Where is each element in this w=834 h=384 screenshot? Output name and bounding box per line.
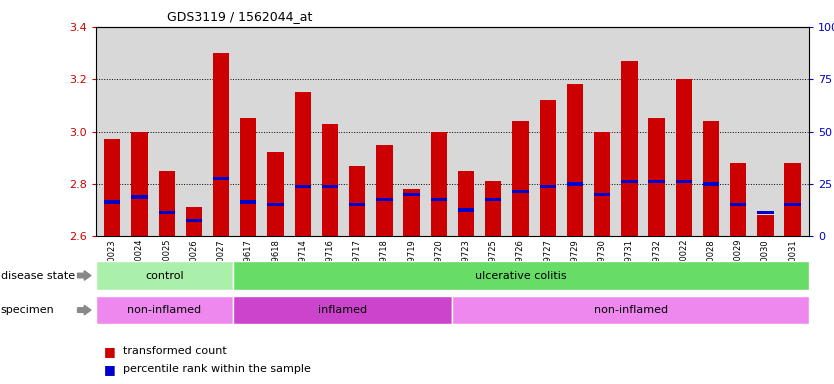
- Text: ■: ■: [104, 345, 116, 358]
- Bar: [213, 53, 229, 236]
- Bar: [485, 198, 501, 201]
- Bar: [785, 203, 801, 207]
- Bar: [676, 180, 692, 183]
- Text: transformed count: transformed count: [123, 346, 227, 356]
- Bar: [540, 185, 556, 188]
- Bar: [349, 203, 365, 207]
- Bar: [376, 198, 393, 201]
- Text: disease state: disease state: [1, 270, 75, 281]
- Bar: [757, 211, 774, 214]
- Bar: [158, 211, 175, 214]
- Bar: [648, 118, 665, 236]
- Bar: [512, 121, 529, 236]
- Bar: [322, 124, 338, 236]
- Bar: [240, 200, 257, 204]
- Bar: [540, 100, 556, 236]
- Bar: [131, 132, 148, 236]
- Bar: [322, 185, 338, 188]
- Bar: [404, 189, 420, 236]
- Text: non-inflamed: non-inflamed: [128, 305, 202, 315]
- Bar: [131, 195, 148, 199]
- Bar: [703, 182, 719, 185]
- Bar: [349, 166, 365, 236]
- Bar: [213, 177, 229, 180]
- Bar: [594, 132, 610, 236]
- Text: ulcerative colitis: ulcerative colitis: [475, 270, 567, 281]
- Bar: [430, 198, 447, 201]
- Bar: [485, 181, 501, 236]
- Text: control: control: [145, 270, 183, 281]
- Bar: [186, 207, 202, 236]
- Text: ■: ■: [104, 363, 116, 376]
- Bar: [104, 139, 120, 236]
- Bar: [676, 79, 692, 236]
- Bar: [594, 193, 610, 196]
- Bar: [240, 118, 257, 236]
- Bar: [458, 171, 475, 236]
- Bar: [512, 190, 529, 194]
- Bar: [268, 203, 284, 207]
- Bar: [567, 182, 583, 185]
- Bar: [268, 152, 284, 236]
- Bar: [104, 200, 120, 204]
- Text: specimen: specimen: [1, 305, 54, 315]
- Bar: [621, 61, 637, 236]
- Bar: [648, 180, 665, 183]
- Text: inflamed: inflamed: [319, 305, 367, 315]
- Bar: [404, 193, 420, 196]
- Bar: [458, 208, 475, 212]
- Bar: [567, 84, 583, 236]
- Bar: [621, 180, 637, 183]
- Bar: [430, 132, 447, 236]
- Bar: [757, 215, 774, 236]
- Bar: [730, 203, 746, 207]
- Bar: [730, 163, 746, 236]
- Text: non-inflamed: non-inflamed: [594, 305, 668, 315]
- Bar: [703, 121, 719, 236]
- Text: GDS3119 / 1562044_at: GDS3119 / 1562044_at: [167, 10, 312, 23]
- Bar: [376, 145, 393, 236]
- Bar: [294, 185, 311, 188]
- Bar: [785, 163, 801, 236]
- Bar: [186, 219, 202, 222]
- Text: percentile rank within the sample: percentile rank within the sample: [123, 364, 311, 374]
- Bar: [158, 171, 175, 236]
- Bar: [294, 92, 311, 236]
